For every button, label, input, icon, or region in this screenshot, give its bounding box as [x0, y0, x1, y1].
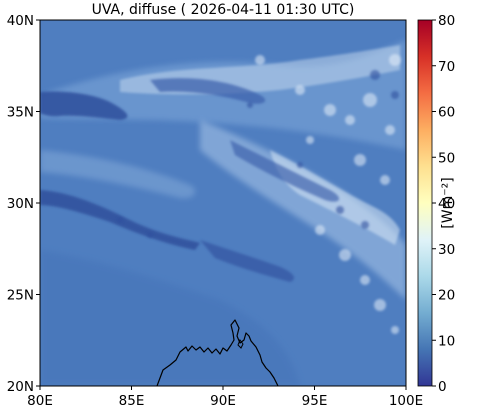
colorbar-gradient: [417, 19, 433, 387]
y-axis: 20N 25N 30N 35N 40N: [7, 13, 40, 395]
cloud-field: [40, 40, 406, 386]
y-tick-label: 25N: [7, 288, 34, 304]
cloud-dark-dots: [117, 70, 399, 238]
map-title: UVA, diffuse ( 2026-04-11 01:30 UTC): [91, 2, 355, 18]
coastline: [156, 319, 279, 387]
x-tick-label: 90E: [210, 393, 236, 409]
colorbar-tick-label: 30: [438, 242, 455, 258]
y-tick-label: 30N: [7, 196, 34, 212]
cloud-streak-31n-center: [230, 140, 340, 202]
coastline-island: [237, 338, 244, 349]
colorbar-tick-label: 80: [438, 13, 455, 29]
cloud-plume-west: [40, 150, 196, 199]
x-tick-label: 80E: [27, 393, 53, 409]
x-axis: 80E 85E 90E 95E 100E: [27, 386, 423, 409]
colorbar-tick-label: 50: [438, 150, 455, 166]
colorbar-label: [Wm⁻²]: [440, 177, 456, 229]
y-tick-label: 40N: [7, 13, 34, 29]
clear-region-south: [40, 250, 300, 386]
x-tick-label: 95E: [302, 393, 328, 409]
cloud-streak-27n: [200, 240, 295, 282]
cloud-streak-35n-2: [150, 78, 266, 104]
y-tick-label: 20N: [7, 379, 34, 395]
colorbar: 0 10 20 30 40 50 60 70 80: [417, 13, 455, 395]
colorbar-tick-label: 40: [438, 196, 455, 212]
cloud-speckles: [255, 54, 401, 334]
x-tick-label: 100E: [389, 393, 423, 409]
cloud-band-diagonal: [200, 120, 406, 300]
colorbar-tick-label: 60: [438, 105, 455, 121]
y-tick-label: 35N: [7, 105, 34, 121]
colorbar-tick-label: 70: [438, 59, 455, 75]
cloud-streak-35n: [40, 91, 128, 120]
colorbar-tick-label: 10: [438, 333, 455, 349]
x-tick-label: 85E: [119, 393, 145, 409]
colorbar-tick-label: 20: [438, 288, 455, 304]
colorbar-tick-label: 0: [438, 379, 447, 395]
